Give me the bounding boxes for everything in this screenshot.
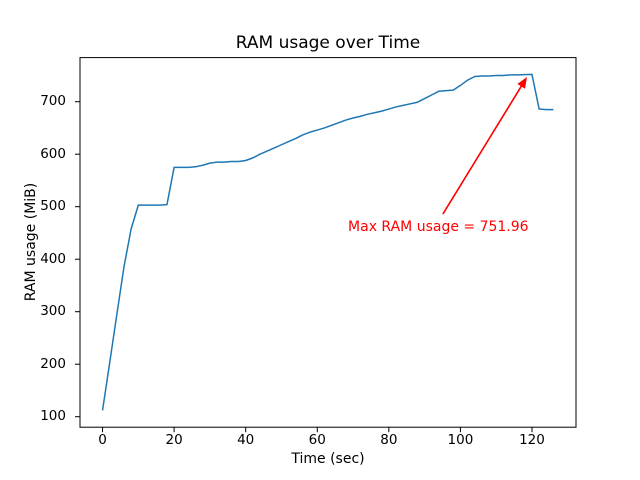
y-tick-label: 100 — [40, 408, 66, 425]
x-tick-label: 60 — [308, 432, 326, 448]
x-tick-label: 20 — [165, 432, 183, 448]
axis-tick-marks — [75, 101, 533, 433]
annotation-arrowhead — [517, 77, 527, 89]
ram-usage-line — [101, 73, 554, 411]
y-tick-label: 600 — [40, 145, 66, 162]
chart-title: RAM usage over Time — [235, 33, 421, 53]
y-tick-label: 500 — [40, 198, 66, 215]
y-tick-label: 400 — [40, 250, 66, 267]
y-tick-label: 200 — [40, 355, 66, 372]
x-tick-label: 120 — [519, 432, 545, 448]
x-tick-label: 100 — [447, 432, 474, 448]
x-tick-label: 80 — [380, 432, 398, 448]
y-tick-label: 300 — [40, 303, 66, 320]
y-tick-label: 700 — [40, 93, 66, 110]
x-tick-label: 40 — [237, 432, 255, 448]
x-tick-label: 0 — [98, 432, 107, 448]
x-axis-label: Time (sec) — [291, 451, 365, 467]
axes-box — [79, 57, 577, 428]
annotation-arrow — [442, 84, 523, 215]
max-annotation-text: Max RAM usage = 751.96 — [348, 218, 529, 235]
